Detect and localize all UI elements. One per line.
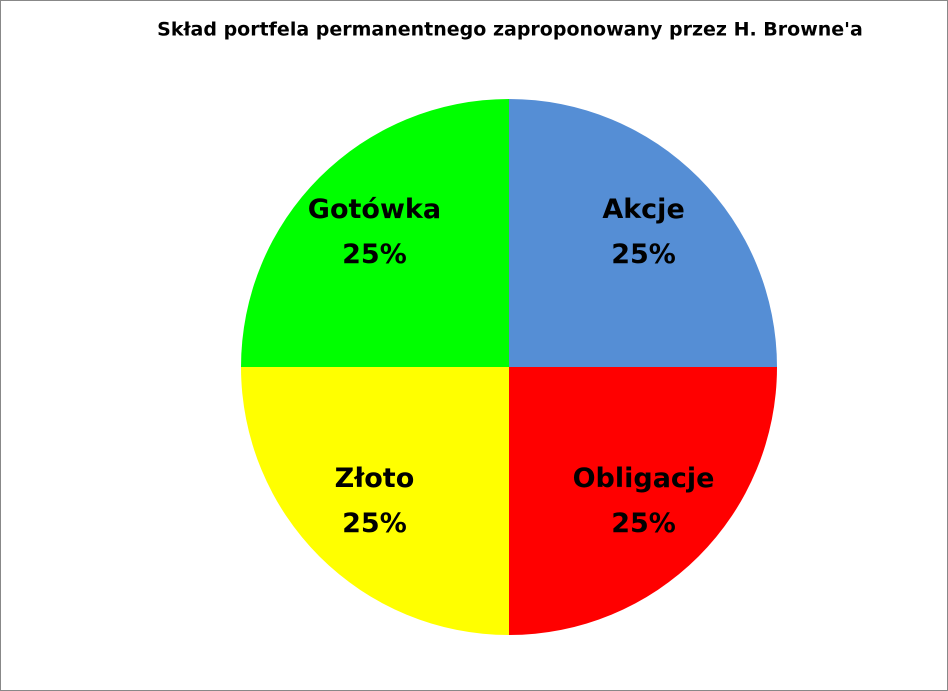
slice-value-label: 25% — [342, 239, 407, 270]
slice-category-label: Złoto — [335, 463, 415, 494]
pie-slice — [509, 99, 777, 367]
slice-value-label: 25% — [611, 239, 676, 270]
pie-slice — [509, 367, 777, 635]
pie-slice — [241, 367, 509, 635]
pie-slice — [241, 99, 509, 367]
chart-title: Skład portfela permanentnego zaproponowa… — [157, 19, 863, 41]
slice-value-label: 25% — [611, 508, 676, 539]
slice-category-label: Obligacje — [573, 463, 715, 494]
slice-category-label: Gotówka — [308, 194, 441, 225]
slice-category-label: Akcje — [602, 194, 684, 225]
slice-value-label: 25% — [342, 508, 407, 539]
